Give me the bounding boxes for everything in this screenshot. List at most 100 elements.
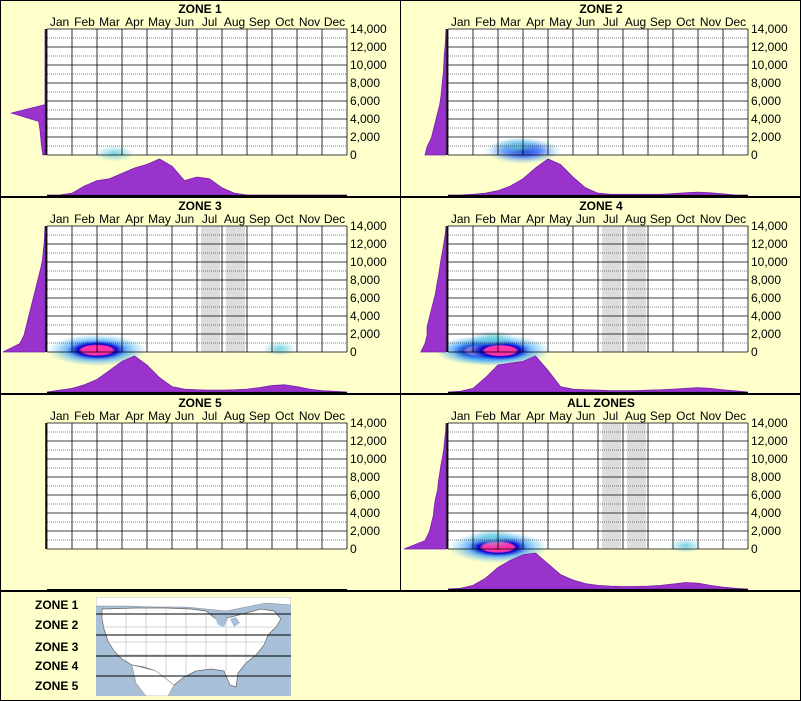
zone-3-elevation-density	[2, 225, 46, 353]
zone-5-month-label-jan: Jan	[50, 409, 69, 423]
all-zones-y-tick-2000: 2,000	[751, 524, 781, 538]
zone-4-month-label-jun: Jun	[576, 212, 595, 226]
all-zones-month-label-feb: Feb	[475, 409, 496, 423]
zone-5-title: ZONE 5	[178, 396, 222, 410]
zone-4-y-tick-0: 0	[751, 345, 758, 359]
all-zones-hot-spot-3	[668, 538, 703, 554]
zone-2-y-tick-8000: 8,000	[751, 76, 781, 90]
all-zones-elevation-density	[403, 422, 447, 550]
zone-2-chart: ZONE 2 Jan Feb Mar Apr May Jun Jul Aug Sep Oct Nov D…	[424, 2, 788, 196]
zone-4-month-label-dec: Dec	[725, 212, 746, 226]
zone-3-y-tick-6000: 6,000	[350, 291, 380, 305]
zone-2-month-label-jan: Jan	[451, 15, 470, 29]
legend-zone-3-label: ZONE 3	[35, 640, 79, 654]
zone-2-month-label-may: May	[549, 15, 572, 29]
zone-1-month-label-apr: Apr	[125, 15, 144, 29]
legend-zone-1-label: ZONE 1	[35, 598, 79, 612]
zone-4-hot-spot-3	[471, 330, 515, 347]
zone-1-month-label-sep: Sep	[249, 15, 271, 29]
zone-5-y-tick-12000: 12,000	[350, 434, 387, 448]
zone-4-month-label-feb: Feb	[475, 212, 496, 226]
zone-5-y-tick-8000: 8,000	[350, 470, 380, 484]
zone-2-month-label-sep: Sep	[650, 15, 672, 29]
zone-1-panel: ZONE 1 Jan Feb Mar Apr May Jun Jul Aug Sep Oct Nov D…	[0, 0, 400, 196]
all-zones-month-label-sep: Sep	[650, 409, 672, 423]
all-zones-panel: ALL ZONES Jan Feb Mar Apr May Jun Jul Aug Sep Oct N…	[401, 394, 801, 590]
zone-3-y-tick-4000: 4,000	[350, 309, 380, 323]
zone-5-panel: ZONE 5 Jan Feb Mar Apr May Jun Jul Aug Sep Oct Nov D…	[0, 394, 400, 590]
zone-4-month-label-mar: Mar	[500, 212, 521, 226]
zone-2-month-label-apr: Apr	[526, 15, 545, 29]
zone-1-y-tick-0: 0	[350, 148, 357, 162]
all-zones-chart: ALL ZONES Jan Feb Mar Apr May Jun Jul Aug Sep Oct N…	[403, 396, 788, 590]
all-zones-month-label-nov: Nov	[700, 409, 721, 423]
zone-2-month-label-jul: Jul	[603, 15, 618, 29]
zone-2-y-tick-2000: 2,000	[751, 130, 781, 144]
zone-5-month-label-mar: Mar	[99, 409, 120, 423]
zone-3-y-tick-12000: 12,000	[350, 237, 387, 251]
zone-3-month-label-jan: Jan	[50, 212, 69, 226]
zone-5-month-label-dec: Dec	[324, 409, 345, 423]
zone-2-month-label-feb: Feb	[475, 15, 496, 29]
zone-4-y-tick-14000: 14,000	[751, 219, 788, 233]
zone-5-y-tick-6000: 6,000	[350, 488, 380, 502]
zone-1-elevation-density	[9, 29, 46, 156]
all-zones-month-label-jun: Jun	[576, 409, 595, 423]
all-zones-month-label-oct: Oct	[676, 409, 695, 423]
all-zones-hot-spot-2	[469, 529, 517, 548]
zone-4-y-tick-12000: 12,000	[751, 237, 788, 251]
zone-3-y-tick-2000: 2,000	[350, 327, 380, 341]
zone-1-y-tick-6000: 6,000	[350, 94, 380, 108]
zone-3-title: ZONE 3	[178, 199, 222, 213]
zone-1-month-label-oct: Oct	[275, 15, 294, 29]
all-zones-y-tick-6000: 6,000	[751, 488, 781, 502]
zone-4-elevation-density	[420, 225, 447, 353]
zone-2-y-tick-0: 0	[751, 148, 758, 162]
zone-1-y-tick-14000: 14,000	[350, 22, 387, 36]
zone-4-y-tick-10000: 10,000	[751, 255, 788, 269]
zone-1-title: ZONE 1	[178, 2, 222, 16]
map-mexico	[131, 664, 175, 696]
zone-1-month-label-mar: Mar	[99, 15, 120, 29]
zone-5-chart: ZONE 5 Jan Feb Mar Apr May Jun Jul Aug Sep Oct Nov D…	[45, 396, 387, 590]
zone-3-y-tick-8000: 8,000	[350, 273, 380, 287]
zone-1-y-tick-4000: 4,000	[350, 112, 380, 126]
zone-3-month-label-apr: Apr	[125, 212, 144, 226]
all-zones-month-label-jul: Jul	[603, 409, 618, 423]
all-zones-y-tick-8000: 8,000	[751, 470, 781, 484]
all-zones-title: ALL ZONES	[567, 396, 635, 410]
zone-3-y-tick-0: 0	[350, 345, 357, 359]
map-zone-boundaries	[96, 613, 291, 677]
zone-5-month-label-sep: Sep	[249, 409, 271, 423]
zone-3-month-label-jun: Jun	[175, 212, 194, 226]
zone-5-y-tick-2000: 2,000	[350, 524, 380, 538]
zone-4-chart: ZONE 4 Jan Feb Mar Apr May Jun Jul Aug Sep Oct Nov D…	[420, 199, 788, 393]
zone-4-y-tick-6000: 6,000	[751, 291, 781, 305]
zone-3-month-label-dec: Dec	[324, 212, 345, 226]
zone-4-month-label-aug: Aug	[625, 212, 646, 226]
zone-4-y-tick-8000: 8,000	[751, 273, 781, 287]
zone-1-month-label-jun: Jun	[175, 15, 194, 29]
zone-1-month-density	[47, 158, 347, 196]
zone-5-month-label-jul: Jul	[202, 409, 217, 423]
zone-3-chart: ZONE 3 Jan Feb Mar Apr May Jun Jul Aug Sep Oct Nov D…	[2, 199, 387, 393]
zone-4-panel: ZONE 4 Jan Feb Mar Apr May Jun Jul Aug Sep Oct Nov D…	[401, 197, 801, 393]
zone-2-panel: ZONE 2 Jan Feb Mar Apr May Jun Jul Aug Sep Oct Nov D…	[401, 0, 801, 196]
zone-4-month-label-apr: Apr	[526, 212, 545, 226]
zone-1-chart: ZONE 1 Jan Feb Mar Apr May Jun Jul Aug Sep Oct Nov D…	[9, 2, 387, 196]
zone-2-month-label-mar: Mar	[500, 15, 521, 29]
zone-3-hot-spot-2	[262, 341, 297, 357]
zone-4-month-label-sep: Sep	[650, 212, 672, 226]
zone-2-month-density	[448, 158, 748, 196]
map-great-lakes	[214, 613, 240, 627]
zone-1-month-label-nov: Nov	[299, 15, 320, 29]
zone-2-month-label-dec: Dec	[725, 15, 746, 29]
zone-5-month-label-feb: Feb	[74, 409, 95, 423]
zone-1-y-tick-10000: 10,000	[350, 58, 387, 72]
zone-5-month-label-may: May	[148, 409, 171, 423]
all-zones-y-tick-10000: 10,000	[751, 452, 788, 466]
all-zones-month-label-aug: Aug	[625, 409, 646, 423]
zone-5-month-label-nov: Nov	[299, 409, 320, 423]
zone-1-y-tick-12000: 12,000	[350, 40, 387, 54]
